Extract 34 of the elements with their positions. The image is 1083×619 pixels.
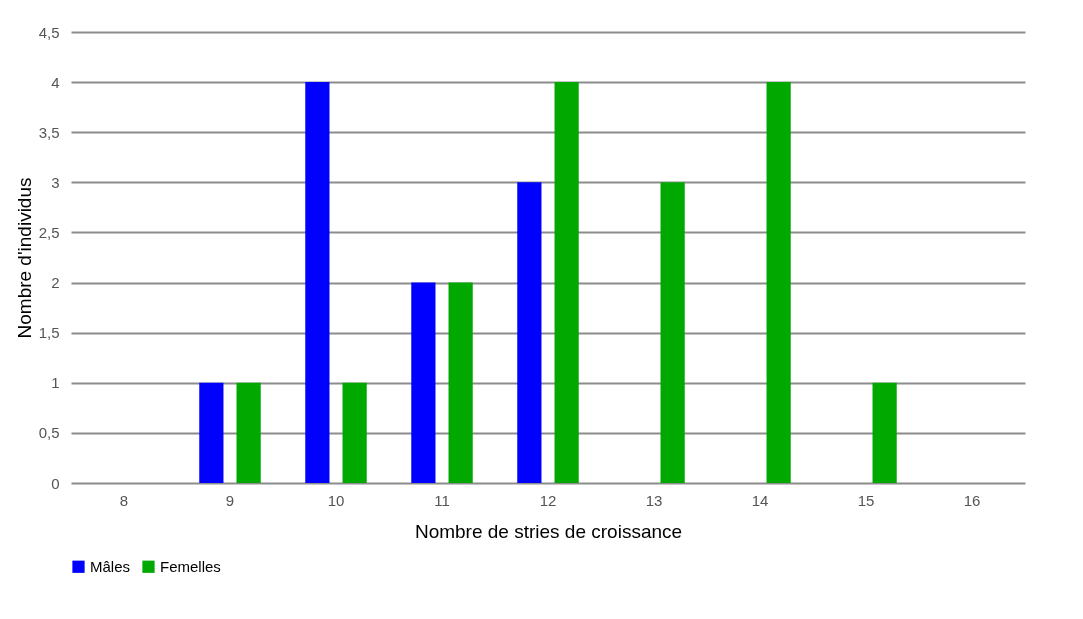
y-tick-label: 2 (51, 274, 60, 292)
x-tick-label: 15 (857, 491, 875, 509)
x-tick-label: 12 (539, 491, 557, 509)
legend-label: Mâles (90, 557, 131, 575)
y-tick-label: 2,5 (38, 223, 60, 241)
y-tick-label: 3 (51, 173, 60, 191)
bar (236, 382, 261, 483)
x-tick-label: 14 (751, 491, 769, 509)
x-tick-label: 11 (434, 491, 450, 509)
x-tick-label: 13 (645, 491, 663, 509)
bar (554, 82, 579, 483)
legend-label: Femelles (160, 557, 221, 575)
y-tick-label: 1 (51, 374, 60, 392)
bar (448, 282, 473, 483)
bar (872, 382, 897, 483)
x-axis-title: Nombre de stries de croissance (414, 520, 683, 542)
bar (517, 182, 542, 483)
bar (305, 82, 330, 483)
bar (411, 282, 436, 483)
x-tick-label: 9 (225, 491, 235, 509)
y-tick-label: 4,5 (38, 23, 60, 41)
bar (199, 382, 224, 483)
bar (766, 82, 791, 483)
y-tick-label: 1,5 (38, 324, 60, 342)
x-tick-label: 10 (327, 491, 345, 509)
x-tick-label: 8 (119, 491, 129, 509)
x-tick-label: 16 (963, 491, 981, 509)
bar (660, 182, 685, 483)
y-tick-label: 3,5 (38, 123, 60, 141)
y-axis-title: Nombre d'individus (13, 177, 35, 339)
y-tick-label: 4 (51, 73, 60, 91)
y-tick-label: 0 (51, 474, 60, 492)
bar (342, 382, 367, 483)
y-tick-label: 0,5 (38, 424, 60, 442)
